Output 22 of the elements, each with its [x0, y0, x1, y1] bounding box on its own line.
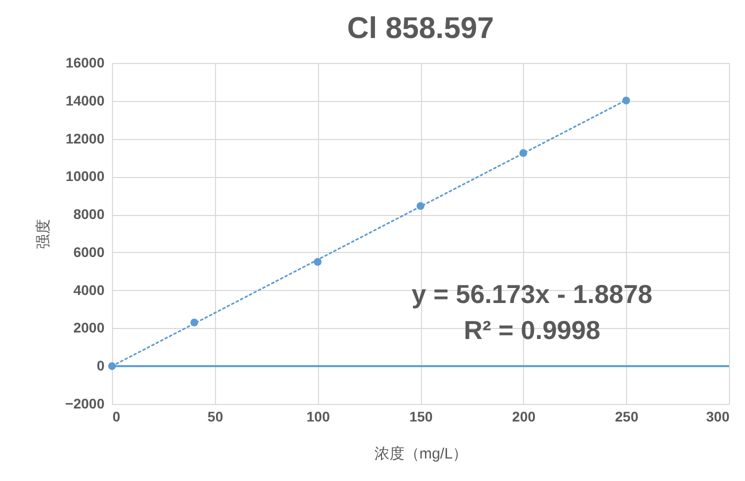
y-tick-label: −2000 [65, 396, 105, 412]
annotation: R² = 0.9998 [464, 315, 600, 345]
y-tick-label: 10000 [66, 168, 105, 184]
x-axis-title: 浓度（mg/L） [374, 446, 468, 462]
y-tick-label: 4000 [73, 282, 105, 298]
y-axis-title: 强度 [35, 219, 52, 249]
x-tick-label: 50 [208, 408, 224, 424]
y-tick-label: 14000 [66, 92, 105, 108]
x-tick-label: 250 [614, 408, 639, 424]
annotation: y = 56.173x - 1.8878 [412, 279, 652, 309]
x-tick-label: 200 [512, 408, 536, 424]
y-tick-label: 16000 [66, 54, 105, 70]
x-tick-label: 150 [409, 408, 433, 424]
x-tick-label: 300 [706, 408, 730, 424]
y-tick-label: 0 [96, 358, 105, 374]
chart-title: Cl 858.597 [347, 12, 494, 45]
y-tick-label: 2000 [73, 320, 105, 336]
x-tick-label: 100 [306, 408, 330, 424]
y-tick-label: 6000 [73, 244, 105, 260]
y-tick-label: 12000 [66, 130, 105, 146]
x-tick-label: 0 [112, 408, 120, 424]
y-tick-label: 8000 [73, 206, 105, 222]
